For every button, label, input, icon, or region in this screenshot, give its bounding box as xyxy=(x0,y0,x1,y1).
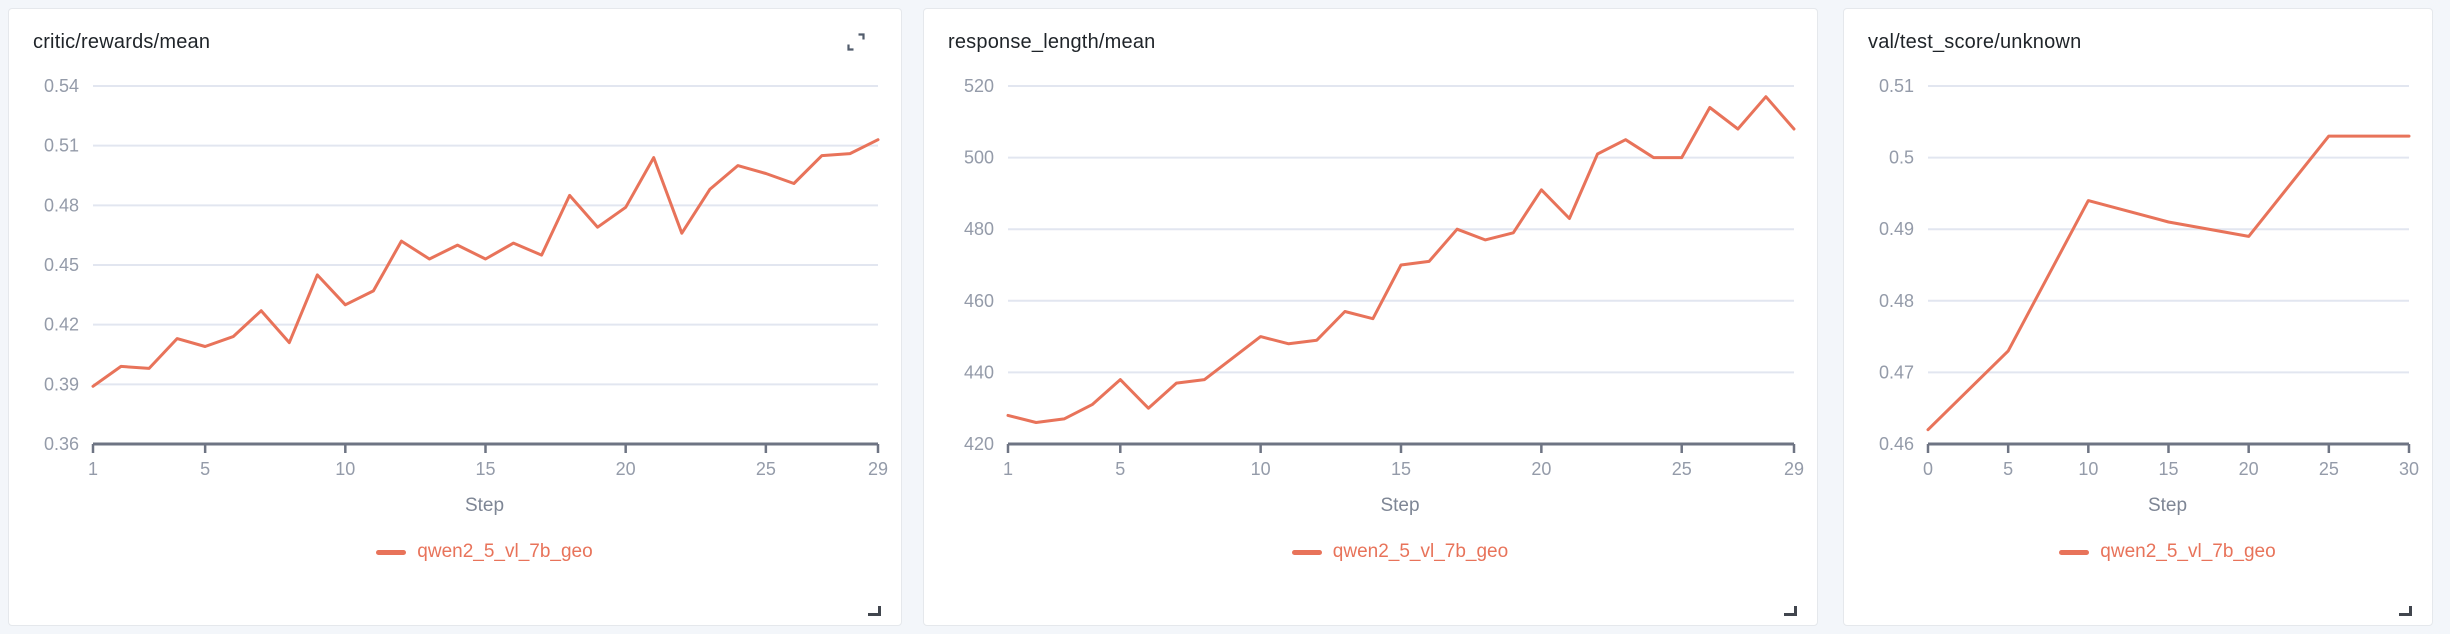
legend-run-label[interactable]: qwen2_5_vl_7b_geo xyxy=(1332,541,1509,562)
svg-text:0.45: 0.45 xyxy=(44,255,79,275)
expand-icon[interactable] xyxy=(845,31,867,53)
legend-run-label[interactable]: qwen2_5_vl_7b_geo xyxy=(417,541,593,562)
x-axis-title: Step xyxy=(464,495,505,516)
svg-text:0.36: 0.36 xyxy=(44,434,79,454)
svg-text:440: 440 xyxy=(964,362,994,382)
svg-text:0.42: 0.42 xyxy=(44,315,79,335)
x-axis-title: Step xyxy=(1380,495,1420,516)
svg-text:0.47: 0.47 xyxy=(1879,362,1914,382)
legend: qwen2_5_vl_7b_geo xyxy=(1928,541,2407,563)
svg-text:29: 29 xyxy=(868,459,888,479)
legend-run-label[interactable]: qwen2_5_vl_7b_geo xyxy=(2100,541,2276,562)
svg-text:0.48: 0.48 xyxy=(1879,291,1914,311)
chart-panel-response-length-mean: response_length/mean 520 500 480 460 440 420 1… xyxy=(923,8,1818,626)
legend: qwen2_5_vl_7b_geo xyxy=(93,541,876,563)
svg-text:0.48: 0.48 xyxy=(44,195,79,215)
svg-text:10: 10 xyxy=(335,459,355,479)
resize-handle-icon[interactable] xyxy=(2398,603,2412,616)
svg-text:0.49: 0.49 xyxy=(1879,219,1914,239)
svg-text:0.54: 0.54 xyxy=(44,76,79,96)
svg-text:20: 20 xyxy=(1531,459,1551,479)
svg-text:15: 15 xyxy=(1391,459,1411,479)
svg-text:420: 420 xyxy=(964,434,994,454)
svg-text:15: 15 xyxy=(475,459,495,479)
legend-line-swatch xyxy=(2059,549,2090,555)
panel-title: val/test_score/unknown xyxy=(1868,31,2082,53)
svg-text:15: 15 xyxy=(2158,459,2178,479)
line-chart[interactable]: 0.51 0.5 0.49 0.48 0.47 0.46 0 5 10 15 20 25 30 xyxy=(1844,9,2434,627)
legend-line-swatch xyxy=(376,549,407,555)
legend-line-swatch xyxy=(1291,549,1322,555)
resize-handle-icon[interactable] xyxy=(867,603,881,616)
svg-text:460: 460 xyxy=(964,291,994,311)
panel-title: critic/rewards/mean xyxy=(33,31,211,53)
svg-text:20: 20 xyxy=(2239,459,2259,479)
svg-text:1: 1 xyxy=(1003,459,1013,479)
svg-text:20: 20 xyxy=(616,459,636,479)
svg-text:0.46: 0.46 xyxy=(1879,434,1914,454)
line-chart[interactable]: 0.540.510.480.450.420.390.361 5 10 15 20 25 29 xyxy=(9,9,903,627)
svg-text:10: 10 xyxy=(2078,459,2098,479)
svg-text:0.51: 0.51 xyxy=(1879,76,1914,96)
svg-text:5: 5 xyxy=(200,459,210,479)
svg-text:1: 1 xyxy=(88,459,98,479)
svg-text:29: 29 xyxy=(1784,459,1804,479)
svg-text:480: 480 xyxy=(964,219,994,239)
svg-text:0.51: 0.51 xyxy=(44,136,79,156)
x-axis-title: Step xyxy=(2147,495,2188,516)
svg-text:500: 500 xyxy=(964,148,994,168)
svg-text:10: 10 xyxy=(1251,459,1271,479)
panel-title: response_length/mean xyxy=(948,31,1156,53)
svg-text:25: 25 xyxy=(2319,459,2339,479)
svg-text:5: 5 xyxy=(2003,459,2013,479)
legend: qwen2_5_vl_7b_geo xyxy=(1008,541,1792,563)
svg-text:0.5: 0.5 xyxy=(1889,148,1914,168)
svg-text:25: 25 xyxy=(1672,459,1692,479)
svg-text:0.39: 0.39 xyxy=(44,374,79,394)
svg-text:25: 25 xyxy=(756,459,776,479)
svg-text:5: 5 xyxy=(1115,459,1125,479)
chart-panel-val-test-score: val/test_score/unknown 0.51 0.5 0.49 0.48 0.… xyxy=(1843,8,2433,626)
svg-text:520: 520 xyxy=(964,76,994,96)
chart-panel-critic-rewards-mean: critic/rewards/mean 0.54 0.51 0.48 0.45 0.42… xyxy=(8,8,902,626)
svg-text:0: 0 xyxy=(1923,459,1933,479)
svg-text:30: 30 xyxy=(2399,459,2419,479)
resize-handle-icon[interactable] xyxy=(1783,603,1797,616)
